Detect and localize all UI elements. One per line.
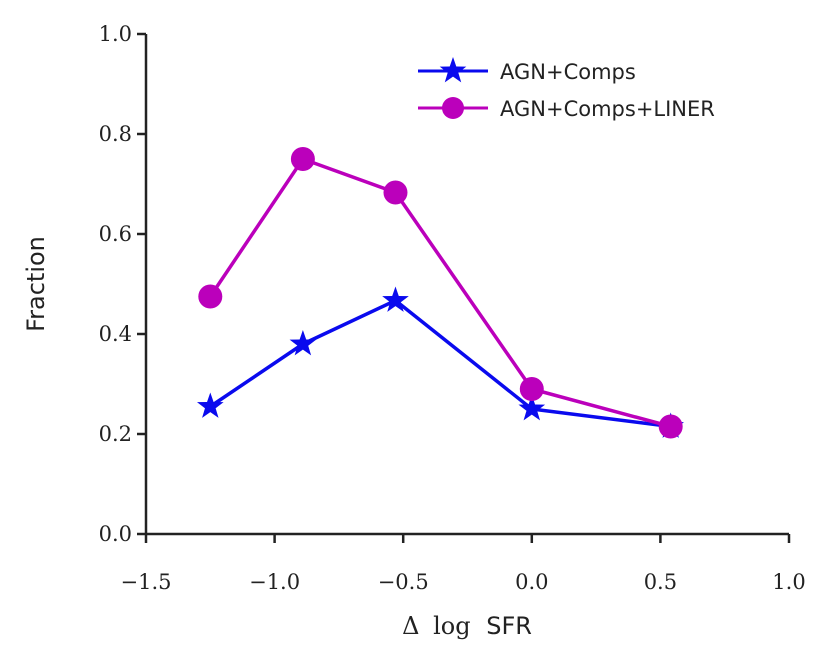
x-tick-label: 0.5 [644,570,677,594]
legend-marker-circle [442,97,464,119]
data-point-circle [519,377,544,401]
series-layer [196,147,684,439]
axes [144,34,789,536]
data-point-star [289,330,317,356]
x-tick-label: 0.0 [515,570,548,594]
y-ticks: 0.0 0.2 0.4 0.6 0.8 1.0 [99,22,146,546]
data-point-circle [658,414,683,439]
data-point-circle [198,284,223,309]
x-tick-label: −1.5 [121,570,172,594]
x-axis-label-delta: Δ [402,612,419,640]
y-tick-label: 0.0 [99,522,132,546]
data-point-star [196,392,224,418]
y-tick-label: 0.4 [99,322,132,346]
data-point-star [382,286,409,312]
x-tick-label: 1.0 [772,570,805,594]
series-line [208,157,672,429]
legend: AGN+Comps AGN+Comps+LINER [418,57,715,121]
y-tick-label: 0.6 [99,222,132,246]
x-axis-label-log: log [433,612,471,640]
legend-label-agn-comps-liner: AGN+Comps+LINER [500,97,715,121]
x-ticks: −1.5 −1.0 −0.5 0.0 0.5 1.0 [121,534,806,594]
y-axis-label: Fraction [22,236,50,332]
x-axis-label: Δ log SFR [402,612,532,640]
legend-marker-star [439,57,467,83]
x-tick-label: −0.5 [378,570,429,594]
legend-label-agn-comps: AGN+Comps [500,60,636,84]
data-point-star [518,395,546,421]
series-agn-comps-liner [198,147,683,439]
x-axis-label-var: SFR [486,612,532,640]
y-tick-label: 0.2 [99,422,132,446]
y-tick-label: 0.8 [99,122,132,146]
x-tick-label: −1.0 [249,570,300,594]
y-tick-label: 1.0 [99,22,132,46]
data-point-circle [290,147,315,171]
series-agn-comps [196,286,684,438]
data-point-circle [383,180,408,205]
